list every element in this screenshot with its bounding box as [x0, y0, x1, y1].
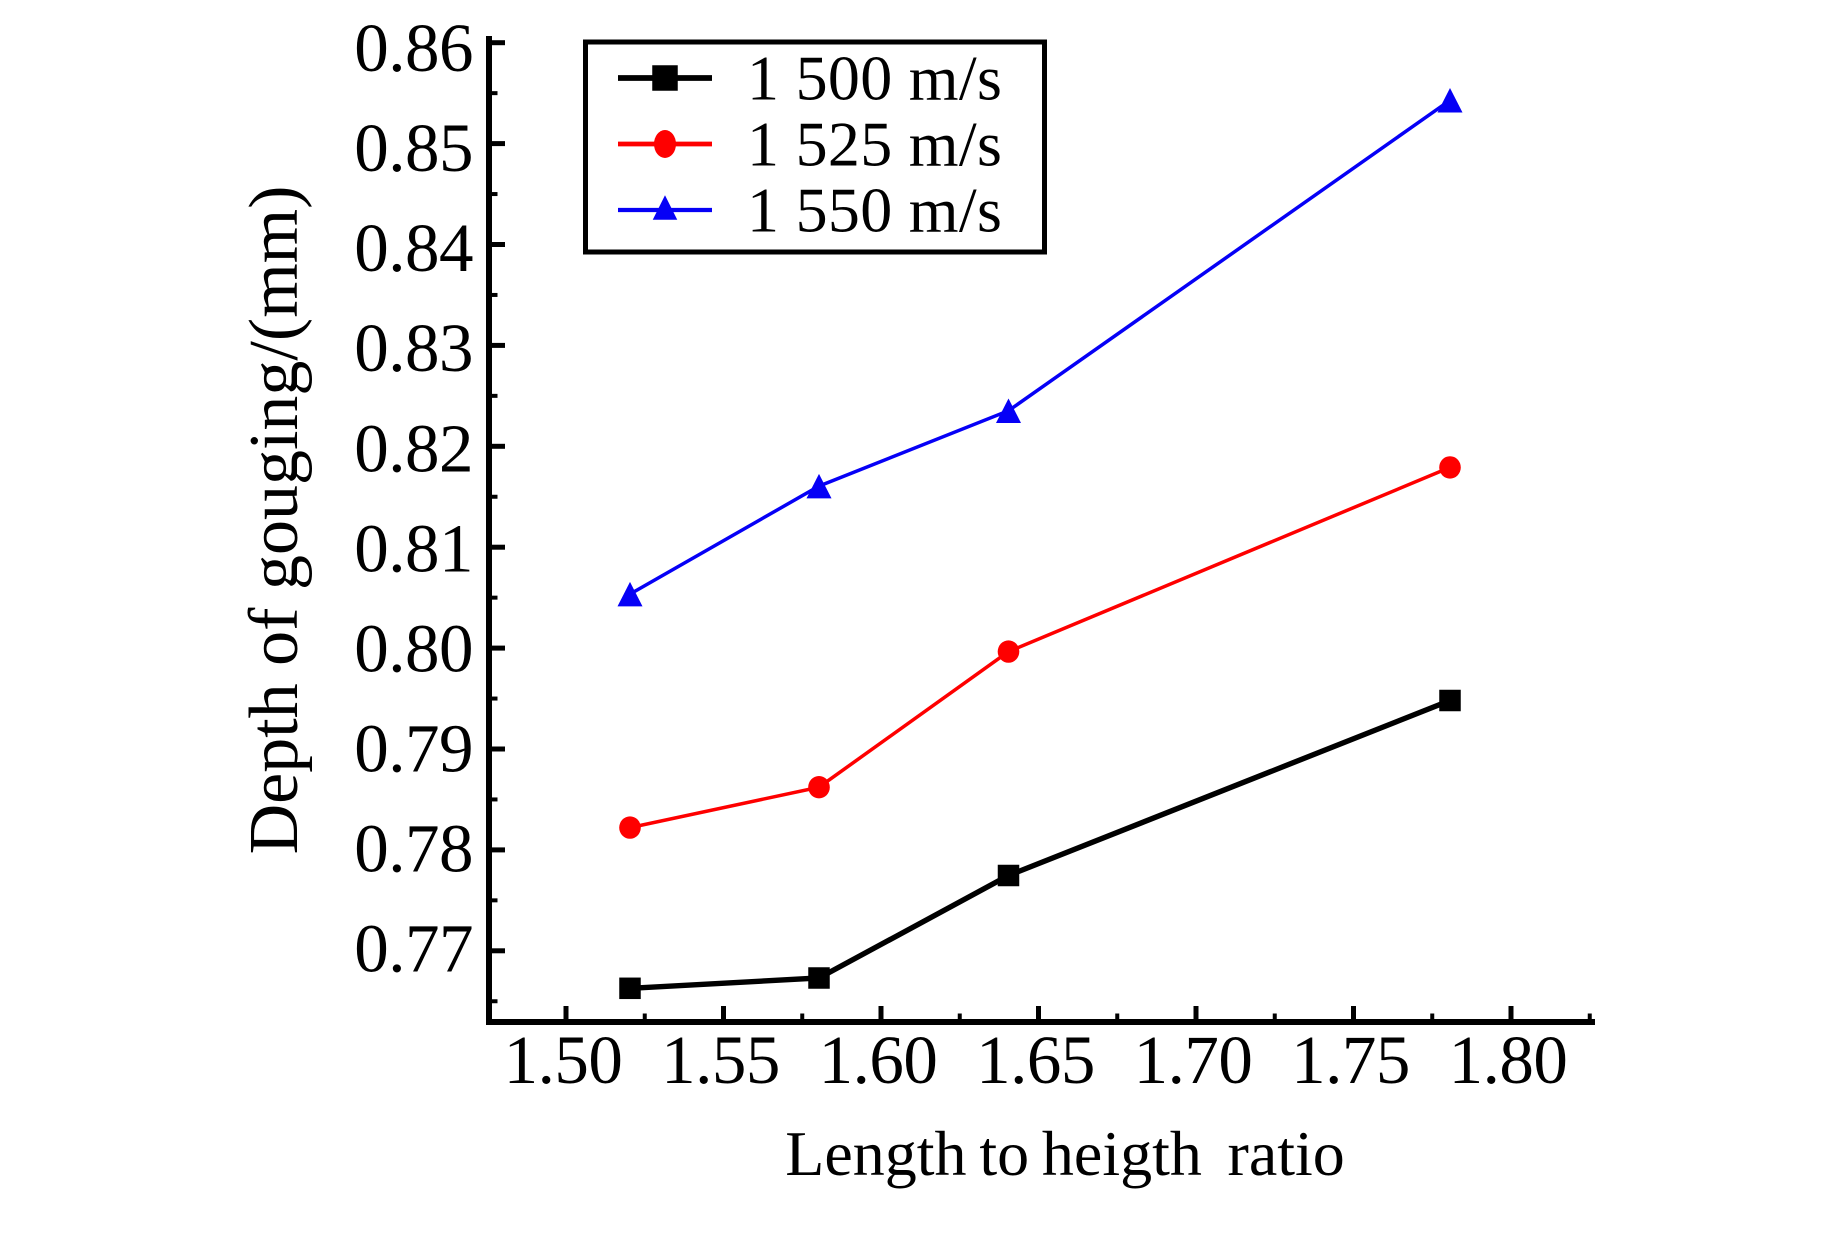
svg-text:1.65: 1.65	[976, 1022, 1095, 1098]
svg-text:1.60: 1.60	[819, 1022, 938, 1098]
svg-text:1.70: 1.70	[1134, 1022, 1253, 1098]
svg-text:1 500 m/s: 1 500 m/s	[747, 43, 1002, 114]
svg-text:1.50: 1.50	[504, 1022, 623, 1098]
svg-text:0.78: 0.78	[354, 810, 473, 886]
svg-text:0.77: 0.77	[354, 910, 473, 986]
svg-text:1.55: 1.55	[661, 1022, 780, 1098]
svg-text:1.75: 1.75	[1291, 1022, 1410, 1098]
svg-text:0.85: 0.85	[354, 110, 473, 186]
svg-text:0.83: 0.83	[354, 310, 473, 386]
svg-text:0.79: 0.79	[354, 710, 473, 786]
svg-text:1 525 m/s: 1 525 m/s	[747, 109, 1002, 180]
svg-text:0.84: 0.84	[354, 210, 473, 286]
svg-text:1 550 m/s: 1 550 m/s	[747, 175, 1002, 246]
svg-text:0.80: 0.80	[354, 610, 473, 686]
svg-text:0.81: 0.81	[354, 510, 473, 586]
svg-text:Depth of gouging/(mm): Depth of gouging/(mm)	[236, 186, 313, 855]
svg-text:Length to heigth ratio: Length to heigth ratio	[785, 1118, 1345, 1189]
svg-text:0.86: 0.86	[354, 10, 473, 86]
svg-text:1.80: 1.80	[1449, 1022, 1568, 1098]
svg-text:0.82: 0.82	[354, 410, 473, 486]
